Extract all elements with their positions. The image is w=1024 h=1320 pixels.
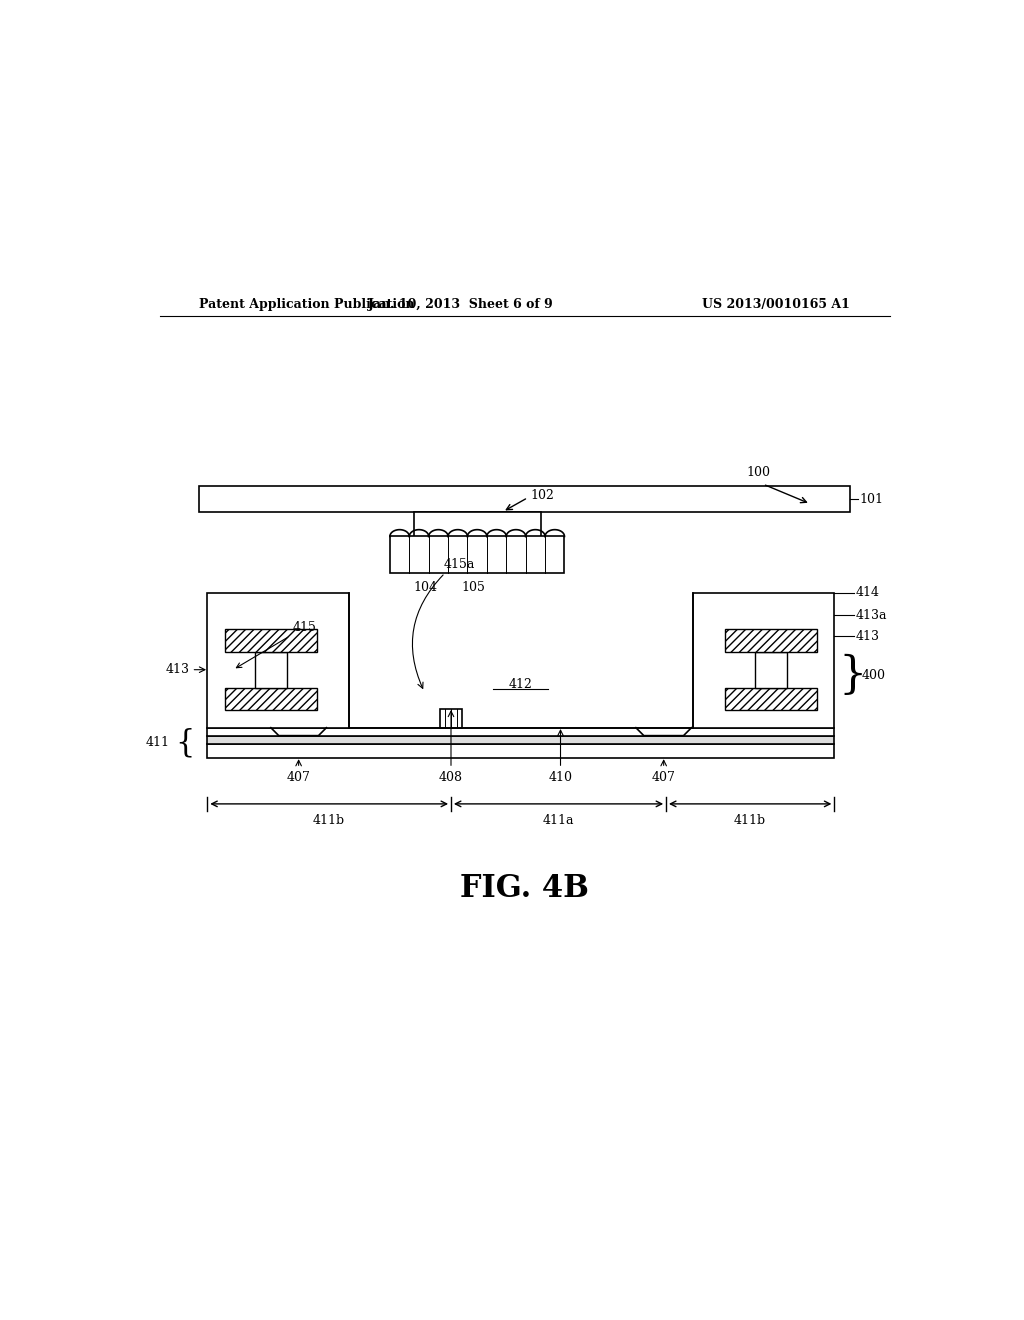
Text: 411a: 411a	[543, 814, 574, 828]
Text: 407: 407	[287, 771, 310, 784]
Text: 407: 407	[651, 771, 676, 784]
Text: Patent Application Publication: Patent Application Publication	[200, 298, 415, 312]
Text: 104: 104	[414, 581, 437, 594]
Text: 413a: 413a	[856, 609, 887, 622]
Bar	[440, 709, 462, 727]
Bar	[207, 735, 835, 743]
Text: FIG. 4B: FIG. 4B	[461, 874, 589, 904]
Text: 411b: 411b	[734, 814, 766, 828]
Text: US 2013/0010165 A1: US 2013/0010165 A1	[702, 298, 850, 312]
Text: 102: 102	[530, 490, 554, 503]
Text: 413: 413	[166, 663, 189, 676]
Text: 415a: 415a	[443, 557, 474, 570]
Bar	[255, 652, 287, 688]
Bar	[725, 688, 817, 710]
Text: 100: 100	[746, 466, 771, 479]
Text: }: }	[839, 653, 866, 697]
Text: 400: 400	[862, 669, 886, 682]
Bar	[225, 630, 316, 652]
Text: 105: 105	[461, 581, 485, 594]
Text: 410: 410	[549, 771, 572, 784]
Text: 411b: 411b	[313, 814, 345, 828]
Bar	[207, 727, 835, 735]
Bar	[390, 536, 564, 573]
Text: {: {	[175, 727, 195, 758]
Bar	[225, 688, 316, 710]
Text: 412: 412	[509, 677, 532, 690]
Text: Jan. 10, 2013  Sheet 6 of 9: Jan. 10, 2013 Sheet 6 of 9	[369, 298, 554, 312]
Bar	[207, 743, 835, 758]
Text: 411: 411	[146, 737, 170, 750]
Text: 101: 101	[860, 492, 884, 506]
Bar	[725, 630, 817, 652]
Bar	[755, 652, 786, 688]
Bar	[693, 593, 835, 727]
Bar	[207, 593, 348, 727]
Text: 413: 413	[856, 630, 880, 643]
Text: 408: 408	[439, 771, 463, 784]
Text: 415: 415	[237, 620, 316, 668]
Bar	[414, 512, 541, 537]
Bar	[200, 487, 850, 512]
Text: 414: 414	[856, 586, 880, 599]
